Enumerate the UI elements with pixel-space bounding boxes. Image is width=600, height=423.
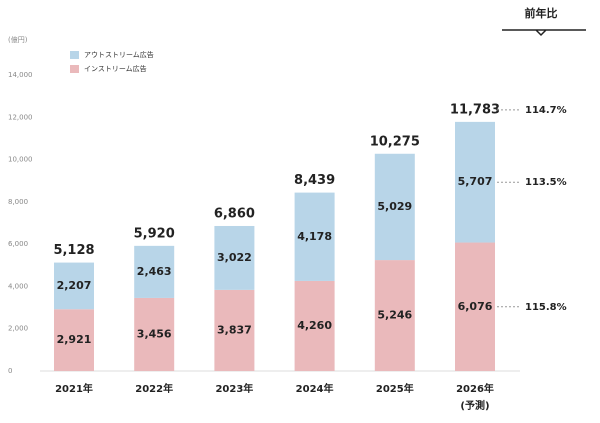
legend-label: インストリーム広告	[84, 64, 147, 73]
value-label: 2,207	[57, 279, 92, 292]
y-tick-label: 2,000	[8, 325, 28, 333]
y-tick-label: 12,000	[8, 113, 33, 121]
legend-swatch	[70, 51, 79, 59]
bar-segment	[214, 225, 255, 290]
y-tick-label: 0	[8, 367, 12, 375]
value-label: 5,707	[458, 175, 493, 188]
y-tick-label: 8,000	[8, 198, 28, 206]
value-label: 2,463	[137, 265, 172, 278]
x-tick-label: 2023年	[215, 382, 253, 395]
bar-segment	[374, 153, 415, 261]
bar-segment	[294, 192, 335, 281]
value-label: 4,260	[297, 319, 332, 332]
x-tick-label: 2021年	[55, 382, 93, 395]
value-label: 3,022	[217, 251, 252, 264]
forecast-label: (予測)	[460, 399, 489, 412]
bar-segment	[294, 280, 335, 371]
total-label: 5,920	[134, 226, 175, 241]
bar-segment	[455, 121, 495, 243]
bar-segment	[214, 289, 255, 371]
bar-segment	[374, 260, 415, 371]
bar-segment	[54, 309, 94, 371]
yoy-label: 115.8%	[525, 302, 567, 313]
y-unit: (億円)	[8, 35, 28, 44]
x-tick-label: 2022年	[135, 382, 173, 395]
value-label: 3,456	[137, 327, 172, 340]
total-label: 6,860	[214, 206, 255, 221]
y-tick-label: 4,000	[8, 282, 28, 290]
x-tick-label: 2024年	[296, 382, 334, 395]
yoy-title: 前年比	[525, 6, 558, 20]
yoy-label: 113.5%	[525, 177, 567, 188]
value-label: 5,246	[377, 309, 412, 322]
bar-segment	[134, 245, 175, 298]
legend-swatch	[70, 65, 79, 73]
y-tick-label: 10,000	[8, 156, 33, 164]
total-label: 10,275	[370, 134, 420, 149]
y-tick-label: 6,000	[8, 240, 28, 248]
total-label: 5,128	[53, 243, 94, 258]
x-tick-label: 2025年	[376, 382, 414, 395]
bar-segment	[455, 242, 495, 371]
value-label: 4,178	[297, 230, 332, 243]
x-tick-label: 2026年	[456, 382, 494, 395]
legend-label: アウトストリーム広告	[84, 50, 154, 59]
total-label: 11,783	[450, 102, 500, 117]
bar-segment	[134, 297, 175, 371]
value-label: 2,921	[57, 333, 92, 346]
yoy-underline	[502, 29, 586, 37]
y-tick-label: 14,000	[8, 71, 33, 79]
total-label: 8,439	[294, 173, 335, 188]
bar-segment	[54, 262, 94, 310]
value-label: 6,076	[458, 300, 493, 313]
value-label: 5,029	[377, 200, 412, 213]
value-label: 3,837	[217, 323, 252, 336]
yoy-label: 114.7%	[525, 105, 567, 116]
